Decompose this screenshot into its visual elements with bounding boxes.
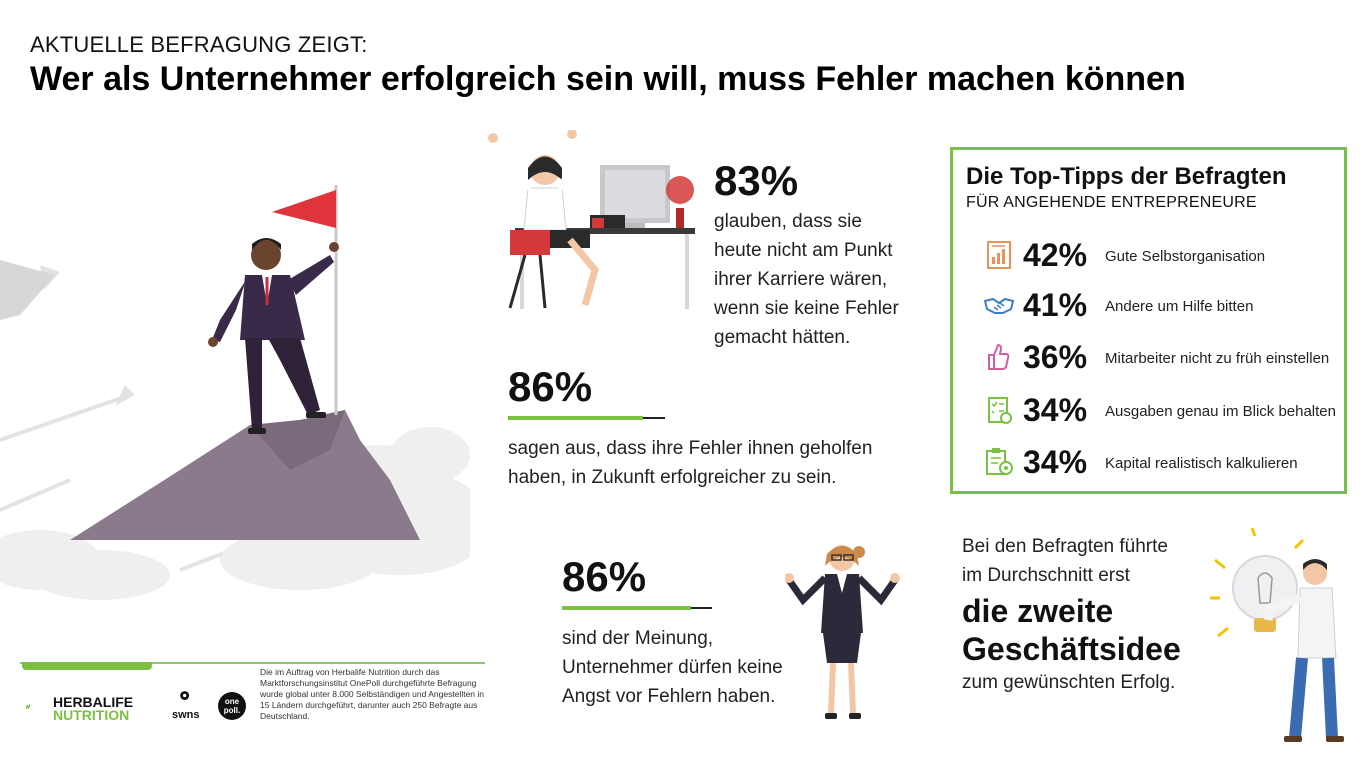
stat-progress-bar — [508, 416, 665, 420]
tip-label: Mitarbeiter nicht zu früh einstellen — [1105, 350, 1330, 367]
idea-intro-line: Bei den Befragten führte — [962, 536, 1168, 557]
onepoll-logo: one poll. — [218, 692, 246, 720]
stat-text-line: Angst vor Fehlern haben. — [562, 686, 776, 707]
herbalife-leaf-icon — [25, 704, 31, 710]
checklist-icon — [988, 397, 1012, 424]
swns-logo-text: swns — [172, 709, 200, 721]
tip-item: 34% Kapital realistisch kalkulieren — [983, 442, 1343, 482]
tip-label: Andere um Hilfe bitten — [1105, 298, 1254, 315]
stat-block-86-b: 86% sind der Meinung, Unternehmer dürfen… — [562, 556, 802, 711]
stat-percent: 86% — [562, 553, 647, 600]
progress-rest — [691, 607, 712, 609]
idea-intro-line: im Durchschnitt erst — [962, 565, 1130, 586]
brand-name-line2: NUTRITION — [53, 707, 130, 723]
footer-divider — [20, 662, 485, 664]
brand-name-line1: HERBALIFE — [53, 694, 134, 710]
header-kicker: AKTUELLE BEFRAGUNG ZEIGT: — [30, 32, 368, 57]
mountain-peak — [70, 410, 420, 540]
stat-block-83: 83% glauben, dass sie heute nicht am Pun… — [714, 160, 944, 352]
chart-report-icon — [987, 241, 1011, 269]
tip-item: 36% Mitarbeiter nicht zu früh einstellen — [983, 337, 1343, 377]
tips-title: Die Top-Tipps der Befragten — [966, 163, 1287, 190]
stat-text-line: ihrer Karriere wären, — [714, 269, 888, 290]
stat-progress-bar — [562, 606, 712, 610]
businessman-figure — [208, 238, 339, 434]
page-title: Wer als Unternehmer erfolgreich sein wil… — [30, 60, 1186, 98]
tip-percent: 34% — [1023, 444, 1088, 480]
tip-item: 41% Andere um Hilfe bitten — [983, 285, 1343, 325]
clipboard-target-icon — [986, 448, 1013, 475]
tips-subtitle: FÜR ANGEHENDE ENTREPRENEURE — [966, 194, 1257, 211]
tip-item: 42% Gute Selbstorganisation — [983, 235, 1343, 275]
survey-disclaimer: Die im Auftrag von Herbalife Nutrition d… — [260, 667, 485, 721]
stat-text-line: wenn sie keine Fehler — [714, 298, 899, 319]
stat-text-line: glauben, dass sie — [714, 211, 862, 232]
tip-label: Kapital realistisch kalkulieren — [1105, 455, 1298, 472]
swns-logo-icon — [180, 691, 190, 700]
idea-highlight: Geschäftsidee — [962, 631, 1181, 667]
woman-desk-illustration — [488, 130, 695, 309]
tip-percent: 41% — [1023, 287, 1088, 323]
tip-percent: 34% — [1023, 392, 1088, 428]
thumbs-up-icon — [988, 343, 1010, 370]
onepoll-logo-line1: one — [224, 697, 240, 706]
idea-block: Bei den Befragten führte im Durchschnitt… — [962, 532, 1222, 697]
stat-text-line: haben, in Zukunft erfolgreicher zu sein. — [508, 467, 837, 488]
stat-text-line: gemacht hätten. — [714, 327, 851, 348]
stat-text-line: heute nicht am Punkt — [714, 240, 893, 261]
stat-percent: 86% — [508, 363, 593, 410]
woman-shrugging-illustration — [785, 545, 900, 719]
stat-text-line: sagen aus, dass ihre Fehler ihnen geholf… — [508, 438, 873, 459]
onepoll-logo-line2: poll. — [223, 706, 241, 715]
stat-percent: 83% — [714, 157, 799, 204]
red-flag — [272, 190, 336, 228]
stat-text-line: sind der Meinung, — [562, 628, 714, 649]
tip-item: 34% Ausgaben genau im Blick behalten — [983, 390, 1343, 430]
handshake-icon — [983, 297, 1015, 314]
arrow-large — [0, 260, 55, 320]
progress-fill — [562, 606, 691, 610]
tip-label: Gute Selbstorganisation — [1105, 248, 1266, 265]
progress-rest — [643, 417, 665, 419]
tip-percent: 36% — [1023, 339, 1088, 375]
tip-percent: 42% — [1023, 237, 1088, 273]
tip-label: Ausgaben genau im Blick behalten — [1105, 403, 1336, 420]
stat-block-86-a: 86% sagen aus, dass ihre Fehler ihnen ge… — [508, 366, 928, 492]
idea-highlight: die zweite — [962, 593, 1114, 629]
idea-outro: zum gewünschten Erfolg. — [962, 672, 1176, 693]
progress-fill — [508, 416, 643, 420]
top-tips-panel: Die Top-Tipps der Befragten FÜR ANGEHEND… — [950, 147, 1347, 494]
summit-illustration — [0, 185, 470, 600]
stat-text-line: Unternehmer dürfen keine — [562, 657, 783, 678]
man-lightbulb-illustration — [1210, 528, 1344, 742]
footer-accent — [22, 662, 152, 670]
